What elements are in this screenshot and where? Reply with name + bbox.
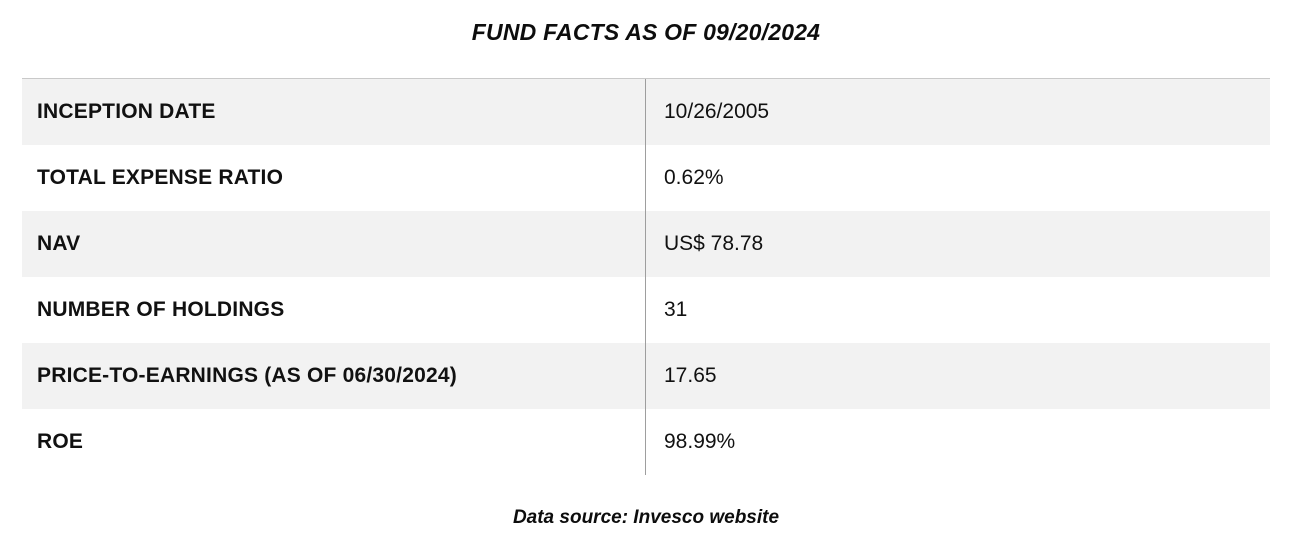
fact-label: TOTAL EXPENSE RATIO [37, 166, 284, 189]
fact-label: NAV [37, 232, 81, 255]
table-row: ROE 98.99% [22, 409, 1270, 475]
data-source-note: Data source: Invesco website [512, 507, 780, 528]
fund-facts-table: INCEPTION DATE 10/26/2005 TOTAL EXPENSE … [22, 78, 1270, 475]
table-row: PRICE-TO-EARNINGS (AS OF 06/30/2024) 17.… [22, 343, 1270, 409]
table-row: INCEPTION DATE 10/26/2005 [22, 79, 1270, 145]
table-row: NUMBER OF HOLDINGS 31 [22, 277, 1270, 343]
table-row: NAV US$ 78.78 [22, 211, 1270, 277]
fact-value: 31 [645, 277, 1270, 343]
page-title: FUND FACTS AS OF 09/20/2024 [471, 19, 821, 45]
fact-value: 17.65 [645, 343, 1270, 409]
fact-label: INCEPTION DATE [37, 100, 216, 123]
fact-value: 98.99% [645, 409, 1270, 475]
table-row: TOTAL EXPENSE RATIO 0.62% [22, 145, 1270, 211]
fact-label: NUMBER OF HOLDINGS [37, 298, 285, 321]
fact-value: US$ 78.78 [645, 211, 1270, 277]
fact-label: PRICE-TO-EARNINGS (AS OF 06/30/2024) [37, 364, 457, 387]
fact-value: 10/26/2005 [645, 79, 1270, 145]
fact-label: ROE [37, 430, 84, 453]
fact-value: 0.62% [645, 145, 1270, 211]
